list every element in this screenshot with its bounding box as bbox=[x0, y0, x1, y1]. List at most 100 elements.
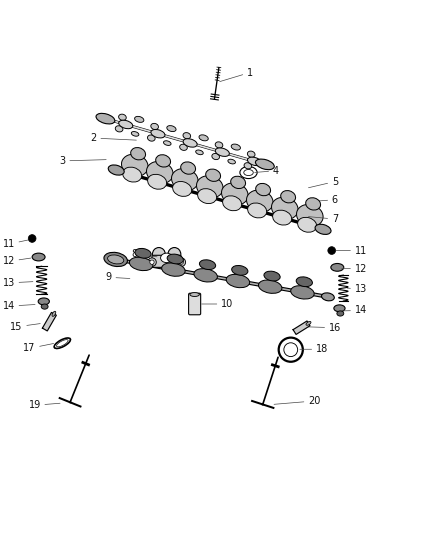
Ellipse shape bbox=[194, 269, 217, 282]
Ellipse shape bbox=[108, 165, 124, 175]
Ellipse shape bbox=[121, 154, 148, 176]
Ellipse shape bbox=[297, 205, 323, 227]
Text: 18: 18 bbox=[300, 344, 328, 354]
Ellipse shape bbox=[183, 139, 197, 147]
Text: 17: 17 bbox=[23, 343, 53, 353]
Text: 13: 13 bbox=[3, 278, 33, 288]
Ellipse shape bbox=[146, 161, 173, 183]
Ellipse shape bbox=[119, 120, 133, 128]
Ellipse shape bbox=[168, 247, 181, 261]
Ellipse shape bbox=[135, 248, 151, 258]
Ellipse shape bbox=[256, 183, 271, 196]
Ellipse shape bbox=[247, 190, 273, 212]
Ellipse shape bbox=[231, 144, 240, 150]
Ellipse shape bbox=[96, 114, 115, 124]
Text: 14: 14 bbox=[3, 301, 35, 311]
Text: 2: 2 bbox=[91, 133, 136, 143]
Text: 12: 12 bbox=[342, 264, 367, 273]
Text: 5: 5 bbox=[308, 176, 338, 188]
Ellipse shape bbox=[215, 148, 230, 156]
Text: 6: 6 bbox=[308, 195, 338, 205]
Ellipse shape bbox=[315, 224, 331, 235]
Ellipse shape bbox=[281, 191, 296, 203]
Ellipse shape bbox=[331, 263, 344, 271]
Ellipse shape bbox=[337, 311, 344, 316]
Ellipse shape bbox=[232, 265, 248, 275]
Ellipse shape bbox=[199, 135, 208, 141]
Ellipse shape bbox=[198, 189, 217, 204]
Ellipse shape bbox=[161, 253, 173, 263]
Ellipse shape bbox=[183, 133, 191, 139]
Text: 7: 7 bbox=[308, 214, 338, 224]
Ellipse shape bbox=[228, 159, 236, 164]
Ellipse shape bbox=[104, 252, 127, 266]
Ellipse shape bbox=[119, 114, 126, 120]
Text: 12: 12 bbox=[3, 256, 31, 266]
Ellipse shape bbox=[32, 253, 45, 261]
Ellipse shape bbox=[131, 132, 139, 136]
Circle shape bbox=[150, 260, 154, 264]
Text: 13: 13 bbox=[347, 284, 367, 294]
Ellipse shape bbox=[247, 151, 255, 157]
Ellipse shape bbox=[297, 217, 317, 232]
Ellipse shape bbox=[155, 155, 170, 167]
Ellipse shape bbox=[255, 159, 274, 169]
Ellipse shape bbox=[291, 286, 314, 299]
Ellipse shape bbox=[167, 254, 184, 264]
FancyBboxPatch shape bbox=[189, 293, 201, 315]
Text: 1: 1 bbox=[220, 68, 253, 82]
Ellipse shape bbox=[173, 181, 192, 196]
Ellipse shape bbox=[108, 255, 124, 264]
Ellipse shape bbox=[52, 311, 56, 317]
Ellipse shape bbox=[181, 162, 195, 174]
Text: 14: 14 bbox=[343, 305, 367, 316]
Ellipse shape bbox=[131, 148, 145, 160]
Ellipse shape bbox=[152, 247, 165, 261]
Ellipse shape bbox=[180, 144, 187, 150]
Ellipse shape bbox=[306, 321, 311, 325]
Ellipse shape bbox=[196, 150, 203, 155]
Circle shape bbox=[177, 258, 186, 266]
Text: 8: 8 bbox=[131, 248, 157, 259]
Ellipse shape bbox=[231, 176, 246, 189]
Text: 3: 3 bbox=[60, 156, 106, 166]
Ellipse shape bbox=[244, 163, 252, 169]
Ellipse shape bbox=[223, 196, 242, 211]
Ellipse shape bbox=[163, 141, 171, 146]
Text: 15: 15 bbox=[10, 322, 40, 332]
Ellipse shape bbox=[172, 168, 198, 191]
Ellipse shape bbox=[134, 116, 144, 123]
Text: 16: 16 bbox=[308, 322, 341, 333]
Ellipse shape bbox=[272, 197, 298, 220]
Ellipse shape bbox=[115, 126, 123, 132]
Ellipse shape bbox=[334, 305, 345, 312]
Ellipse shape bbox=[129, 257, 153, 271]
Ellipse shape bbox=[215, 142, 223, 148]
Text: 9: 9 bbox=[106, 272, 130, 282]
Ellipse shape bbox=[199, 260, 215, 270]
Ellipse shape bbox=[306, 198, 321, 210]
Text: 11: 11 bbox=[336, 246, 367, 255]
Circle shape bbox=[179, 260, 184, 264]
Ellipse shape bbox=[151, 123, 159, 130]
Ellipse shape bbox=[247, 157, 261, 166]
Ellipse shape bbox=[247, 203, 267, 218]
Ellipse shape bbox=[296, 277, 312, 287]
Ellipse shape bbox=[41, 304, 48, 309]
Ellipse shape bbox=[212, 154, 219, 159]
Ellipse shape bbox=[162, 263, 185, 276]
Ellipse shape bbox=[148, 174, 167, 189]
Ellipse shape bbox=[272, 210, 292, 225]
Ellipse shape bbox=[123, 167, 141, 182]
Circle shape bbox=[28, 235, 36, 243]
Ellipse shape bbox=[264, 271, 280, 281]
Text: 4: 4 bbox=[254, 166, 279, 176]
Text: 11: 11 bbox=[3, 239, 28, 249]
Ellipse shape bbox=[167, 126, 176, 132]
Text: 20: 20 bbox=[274, 396, 320, 406]
Polygon shape bbox=[42, 312, 57, 331]
Polygon shape bbox=[293, 321, 310, 334]
Circle shape bbox=[148, 258, 156, 266]
Ellipse shape bbox=[222, 183, 248, 205]
Text: 19: 19 bbox=[28, 400, 60, 410]
